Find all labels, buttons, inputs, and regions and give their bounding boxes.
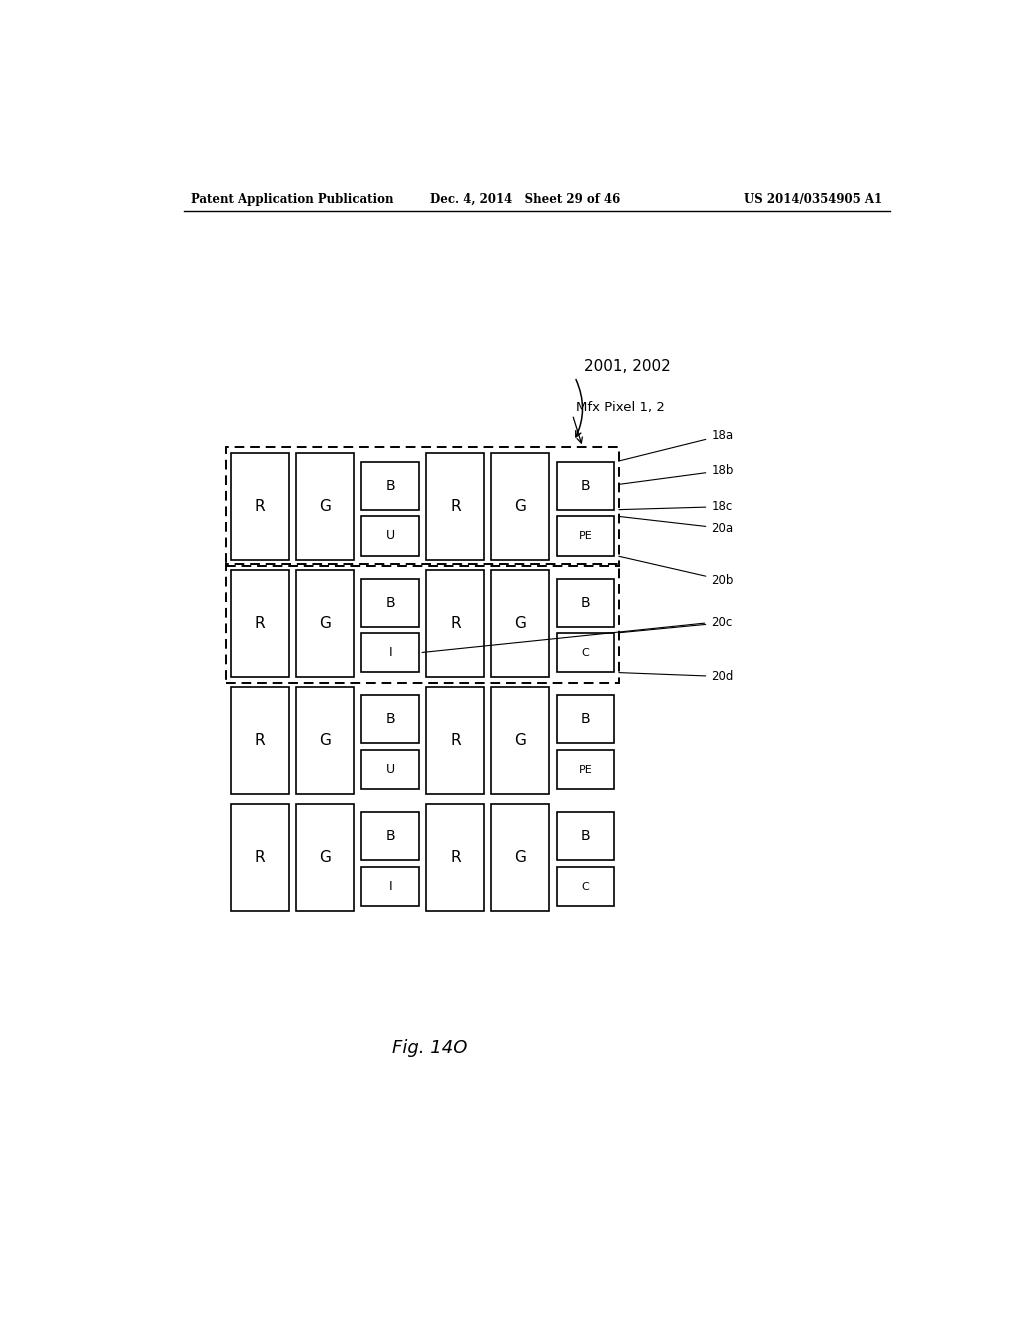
Text: G: G xyxy=(319,499,331,513)
Bar xyxy=(556,516,614,556)
Text: B: B xyxy=(385,713,395,726)
Text: B: B xyxy=(581,479,590,492)
Text: R: R xyxy=(450,616,461,631)
Text: U: U xyxy=(386,763,395,776)
Bar xyxy=(296,686,354,793)
Text: G: G xyxy=(319,850,331,865)
Text: Fig. 14O: Fig. 14O xyxy=(392,1039,467,1057)
Text: G: G xyxy=(514,616,526,631)
Bar xyxy=(226,447,620,566)
Text: G: G xyxy=(319,616,331,631)
Text: 20b: 20b xyxy=(618,556,733,586)
Text: 2001, 2002: 2001, 2002 xyxy=(585,359,671,375)
Bar xyxy=(361,462,419,510)
Bar xyxy=(231,570,289,677)
Text: 18a: 18a xyxy=(618,429,733,461)
Text: G: G xyxy=(514,733,526,748)
Text: R: R xyxy=(255,499,265,513)
Text: US 2014/0354905 A1: US 2014/0354905 A1 xyxy=(743,193,882,206)
Text: C: C xyxy=(582,882,590,891)
Text: R: R xyxy=(450,850,461,865)
Bar xyxy=(556,696,614,743)
Text: R: R xyxy=(255,733,265,748)
Text: U: U xyxy=(386,529,395,543)
Text: G: G xyxy=(514,850,526,865)
Text: I: I xyxy=(388,647,392,659)
Text: R: R xyxy=(450,499,461,513)
Bar xyxy=(296,570,354,677)
Bar xyxy=(361,867,419,907)
Text: 18c: 18c xyxy=(618,500,732,513)
Bar xyxy=(492,686,550,793)
Bar xyxy=(226,564,620,682)
Bar xyxy=(296,804,354,911)
Bar xyxy=(556,867,614,907)
Bar xyxy=(426,453,484,560)
Text: B: B xyxy=(581,595,590,610)
Bar xyxy=(426,570,484,677)
Bar xyxy=(361,696,419,743)
Text: B: B xyxy=(581,713,590,726)
Text: Dec. 4, 2014   Sheet 29 of 46: Dec. 4, 2014 Sheet 29 of 46 xyxy=(430,193,620,206)
Text: R: R xyxy=(255,616,265,631)
Bar xyxy=(426,804,484,911)
Text: B: B xyxy=(385,595,395,610)
Text: B: B xyxy=(581,829,590,843)
Bar xyxy=(426,686,484,793)
Bar xyxy=(556,634,614,672)
Text: 20c: 20c xyxy=(618,616,732,632)
Bar xyxy=(361,634,419,672)
Bar xyxy=(492,804,550,911)
Bar xyxy=(556,462,614,510)
Text: I: I xyxy=(388,880,392,894)
Bar xyxy=(296,453,354,560)
Text: B: B xyxy=(385,479,395,492)
Text: Mfx Pixel 1, 2: Mfx Pixel 1, 2 xyxy=(577,401,666,414)
Bar xyxy=(556,578,614,627)
Bar xyxy=(361,750,419,789)
Text: R: R xyxy=(450,733,461,748)
Bar xyxy=(492,453,550,560)
Text: B: B xyxy=(385,829,395,843)
Text: R: R xyxy=(255,850,265,865)
Bar xyxy=(492,570,550,677)
Bar xyxy=(361,578,419,627)
Bar xyxy=(556,750,614,789)
Text: 18b: 18b xyxy=(618,465,733,484)
Text: PE: PE xyxy=(579,764,593,775)
Text: PE: PE xyxy=(579,531,593,541)
Text: C: C xyxy=(582,648,590,657)
Bar xyxy=(231,686,289,793)
Text: Patent Application Publication: Patent Application Publication xyxy=(191,193,394,206)
Text: 20a: 20a xyxy=(618,516,733,535)
Bar xyxy=(361,812,419,861)
Bar xyxy=(361,516,419,556)
Bar xyxy=(231,804,289,911)
Bar xyxy=(231,453,289,560)
Text: G: G xyxy=(514,499,526,513)
Text: G: G xyxy=(319,733,331,748)
Bar xyxy=(556,812,614,861)
Text: 20d: 20d xyxy=(618,671,733,682)
